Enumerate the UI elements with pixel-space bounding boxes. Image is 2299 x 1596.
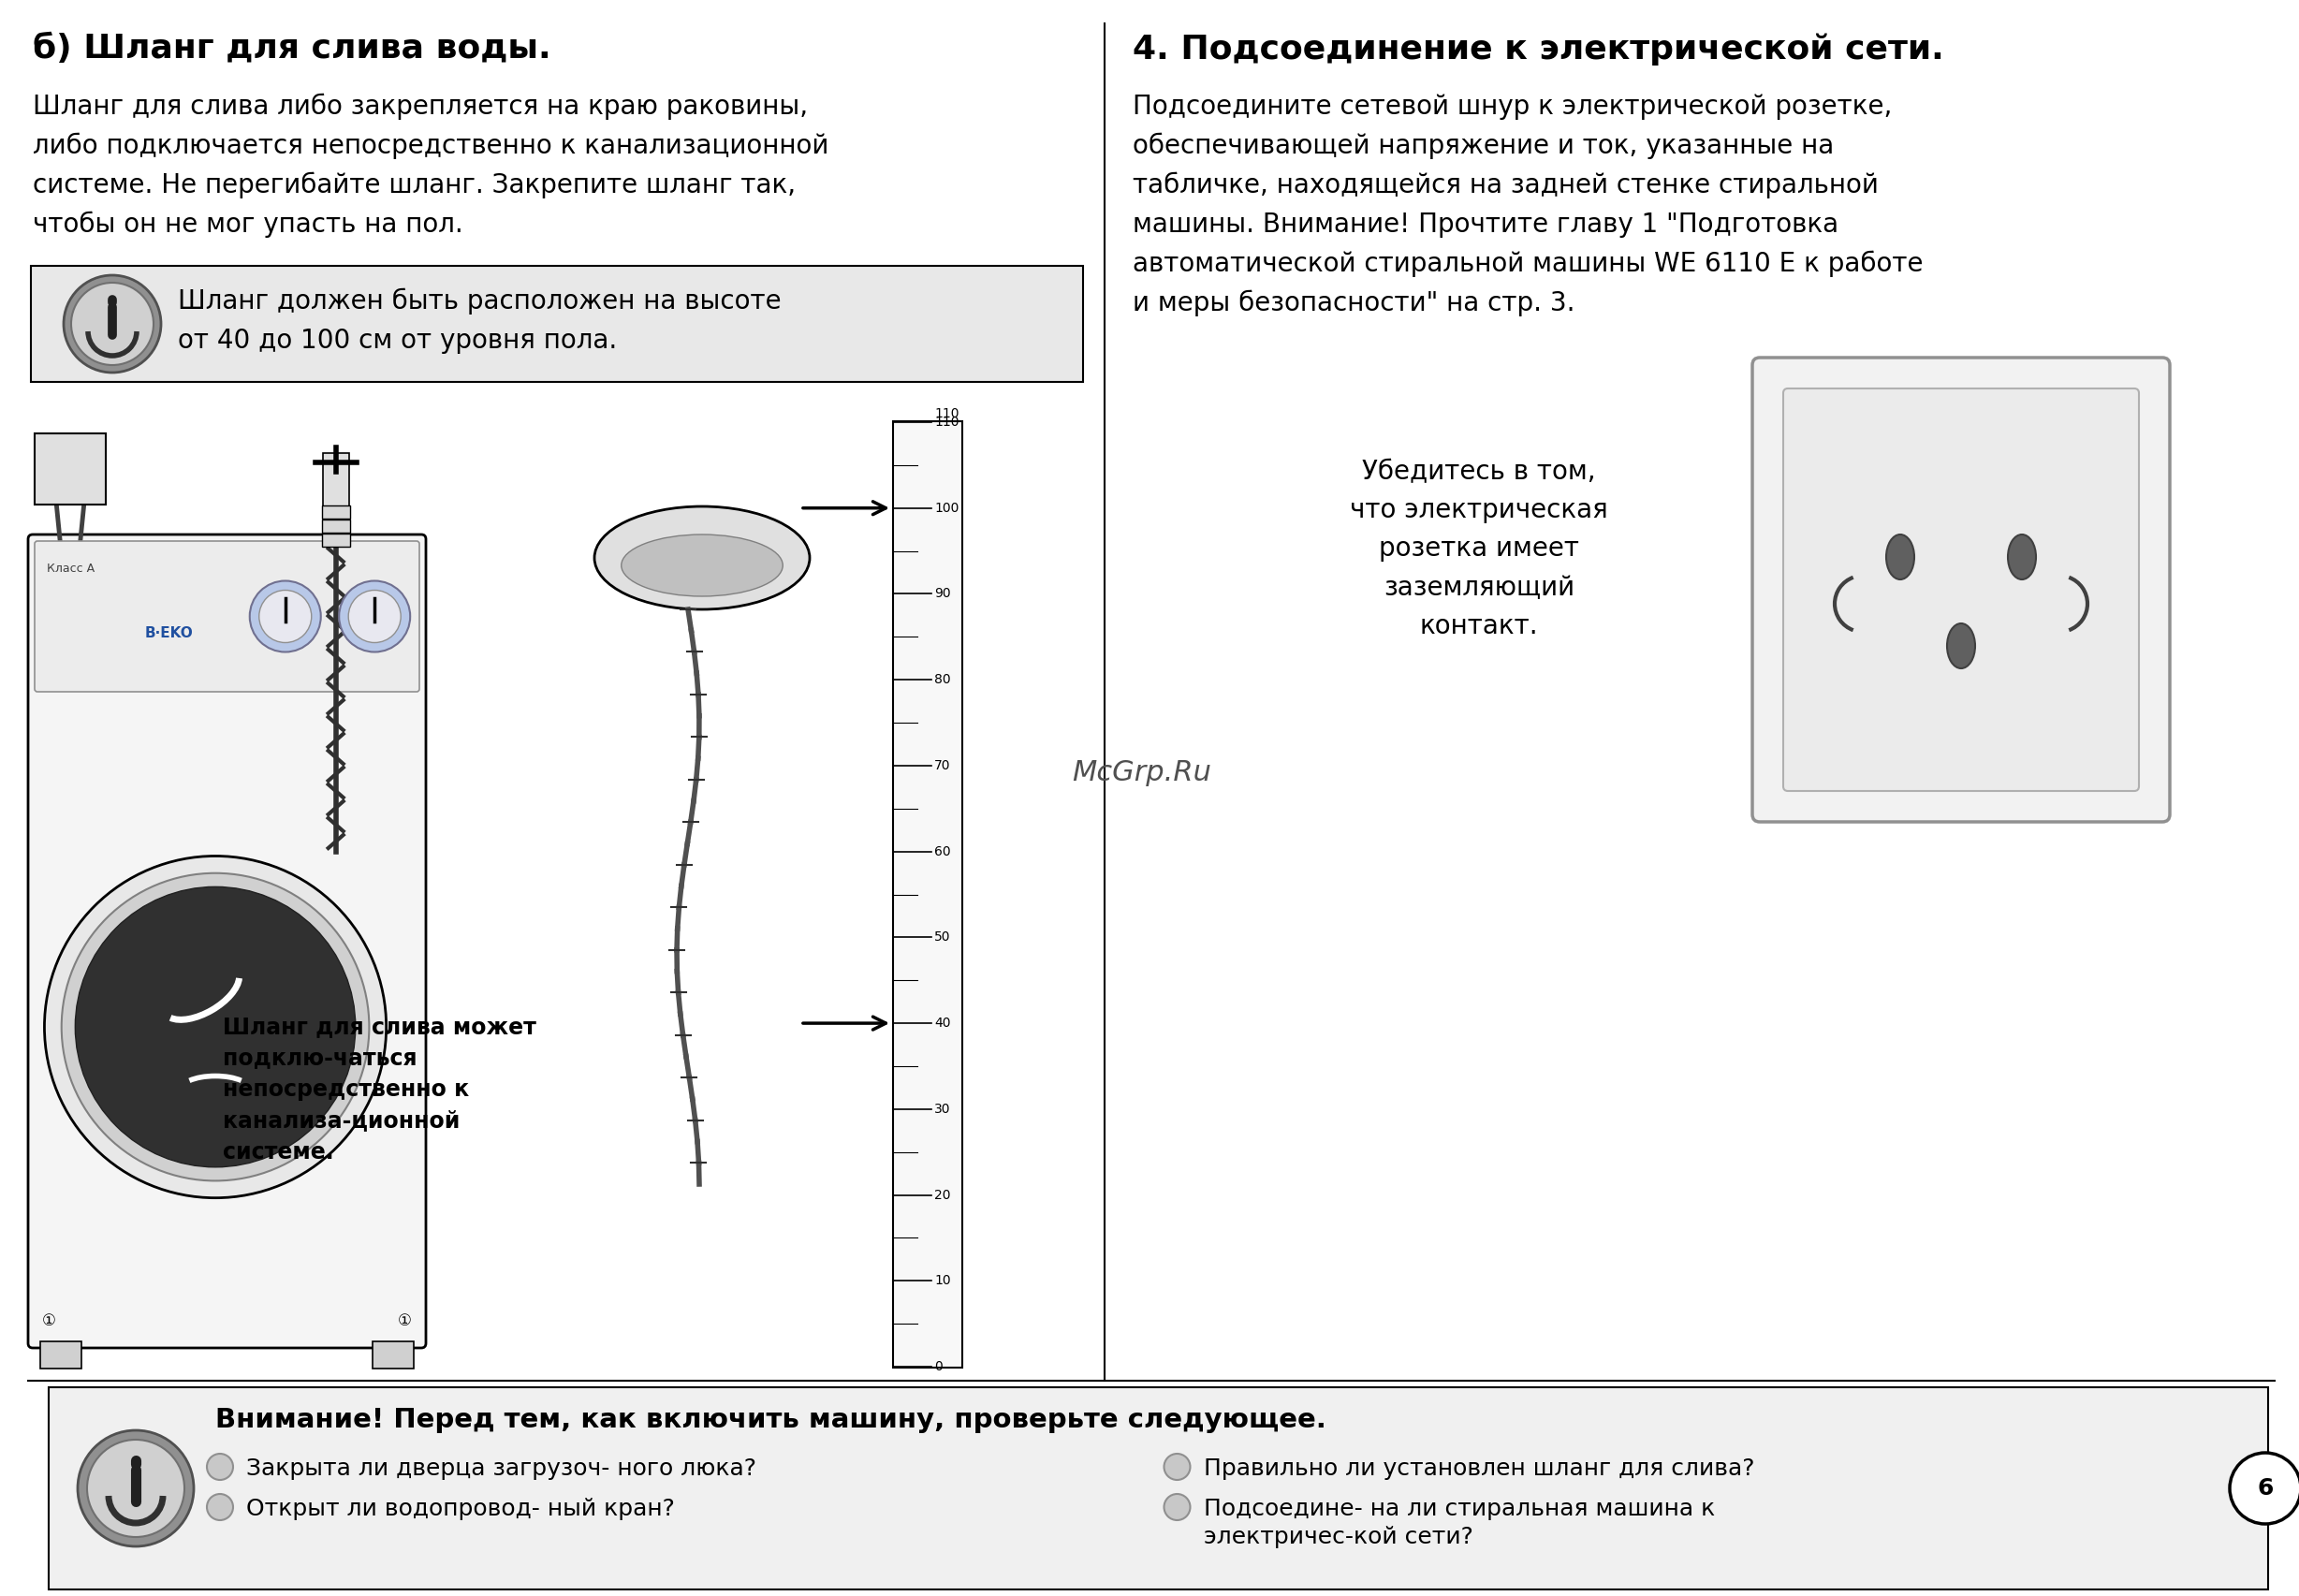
Ellipse shape xyxy=(595,506,809,610)
Text: автоматической стиральной машины WE 6110 E к работе: автоматической стиральной машины WE 6110… xyxy=(1133,251,1924,278)
Text: ①: ① xyxy=(398,1312,412,1329)
Text: Шланг для слива может
подклю-чаться
непосредственно к
канализа-ционной
системе.: Шланг для слива может подклю-чаться непо… xyxy=(223,1015,536,1163)
Circle shape xyxy=(1163,1454,1191,1479)
FancyBboxPatch shape xyxy=(34,541,418,691)
FancyBboxPatch shape xyxy=(322,506,349,519)
Text: Класс А: Класс А xyxy=(46,562,94,575)
Circle shape xyxy=(207,1494,232,1519)
Ellipse shape xyxy=(2007,535,2037,579)
Text: Правильно ли установлен шланг для слива?: Правильно ли установлен шланг для слива? xyxy=(1202,1457,1754,1479)
Text: 80: 80 xyxy=(933,674,952,686)
Text: 110: 110 xyxy=(933,407,959,420)
Circle shape xyxy=(78,1430,193,1547)
Text: 70: 70 xyxy=(933,760,952,772)
Circle shape xyxy=(71,282,154,365)
Text: Подсоедините сетевой шнур к электрической розетке,: Подсоедините сетевой шнур к электрическо… xyxy=(1133,94,1892,120)
Text: Шланг для слива либо закрепляется на краю раковины,: Шланг для слива либо закрепляется на кра… xyxy=(32,94,807,120)
FancyBboxPatch shape xyxy=(28,535,425,1349)
Text: ①: ① xyxy=(41,1312,55,1329)
Text: 90: 90 xyxy=(933,587,952,600)
FancyBboxPatch shape xyxy=(41,1341,80,1368)
FancyBboxPatch shape xyxy=(322,453,349,508)
FancyBboxPatch shape xyxy=(322,520,349,533)
Text: машины. Внимание! Прочтите главу 1 "Подготовка: машины. Внимание! Прочтите главу 1 "Подг… xyxy=(1133,212,1839,238)
Text: чтобы он не мог упасть на пол.: чтобы он не мог упасть на пол. xyxy=(32,212,462,238)
Text: Подсоедине- на ли стиральная машина к
электричес-кой сети?: Подсоедине- на ли стиральная машина к эл… xyxy=(1202,1497,1715,1548)
Ellipse shape xyxy=(1885,535,1915,579)
Circle shape xyxy=(251,581,322,653)
FancyBboxPatch shape xyxy=(1752,358,2170,822)
FancyBboxPatch shape xyxy=(892,421,963,1368)
Circle shape xyxy=(338,581,409,653)
Circle shape xyxy=(207,1454,232,1479)
Text: обеспечивающей напряжение и ток, указанные на: обеспечивающей напряжение и ток, указанн… xyxy=(1133,132,1835,160)
Text: табличке, находящейся на задней стенке стиральной: табличке, находящейся на задней стенке с… xyxy=(1133,172,1878,200)
Text: Закрыта ли дверца загрузоч- ного люка?: Закрыта ли дверца загрузоч- ного люка? xyxy=(246,1457,756,1479)
Circle shape xyxy=(1163,1494,1191,1519)
Text: системе. Не перегибайте шланг. Закрепите шланг так,: системе. Не перегибайте шланг. Закрепите… xyxy=(32,172,795,200)
Text: B·EKO: B·EKO xyxy=(145,627,193,640)
FancyBboxPatch shape xyxy=(30,267,1083,381)
Circle shape xyxy=(2230,1452,2299,1524)
Text: 30: 30 xyxy=(933,1103,952,1116)
Text: 4. Подсоединение к электрической сети.: 4. Подсоединение к электрической сети. xyxy=(1133,34,1945,65)
Circle shape xyxy=(44,855,386,1199)
Text: 20: 20 xyxy=(933,1189,952,1202)
Text: Шланг должен быть расположен на высоте: Шланг должен быть расположен на высоте xyxy=(177,289,782,314)
FancyBboxPatch shape xyxy=(372,1341,414,1368)
Text: 110: 110 xyxy=(933,415,959,429)
FancyBboxPatch shape xyxy=(322,533,349,547)
Text: Открыт ли водопровод- ный кран?: Открыт ли водопровод- ный кран? xyxy=(246,1497,676,1519)
Circle shape xyxy=(349,591,400,643)
Text: McGrp.Ru: McGrp.Ru xyxy=(1071,760,1212,787)
Text: 40: 40 xyxy=(933,1017,952,1029)
FancyBboxPatch shape xyxy=(48,1387,2269,1590)
Text: 0: 0 xyxy=(933,1360,943,1373)
Text: 100: 100 xyxy=(933,501,959,514)
FancyBboxPatch shape xyxy=(1784,388,2138,792)
Circle shape xyxy=(87,1440,184,1537)
Ellipse shape xyxy=(1947,624,1975,669)
Text: б) Шланг для слива воды.: б) Шланг для слива воды. xyxy=(32,34,552,64)
Circle shape xyxy=(260,591,310,643)
Text: 10: 10 xyxy=(933,1274,952,1288)
Text: Внимание! Перед тем, как включить машину, проверьте следующее.: Внимание! Перед тем, как включить машину… xyxy=(216,1408,1327,1433)
Text: 6: 6 xyxy=(2258,1478,2274,1500)
Text: и меры безопасности" на стр. 3.: и меры безопасности" на стр. 3. xyxy=(1133,290,1575,316)
Text: либо подключается непосредственно к канализационной: либо подключается непосредственно к кана… xyxy=(32,132,828,160)
Ellipse shape xyxy=(621,535,782,597)
Text: 60: 60 xyxy=(933,844,952,859)
FancyBboxPatch shape xyxy=(34,434,106,504)
Text: от 40 до 100 см от уровня пола.: от 40 до 100 см от уровня пола. xyxy=(177,327,616,354)
Circle shape xyxy=(62,873,370,1181)
Text: Убедитесь в том,
что электрическая
розетка имеет
заземляющий
контакт.: Убедитесь в том, что электрическая розет… xyxy=(1350,458,1607,638)
Text: 50: 50 xyxy=(933,930,952,943)
Circle shape xyxy=(76,887,356,1167)
Circle shape xyxy=(64,275,161,372)
